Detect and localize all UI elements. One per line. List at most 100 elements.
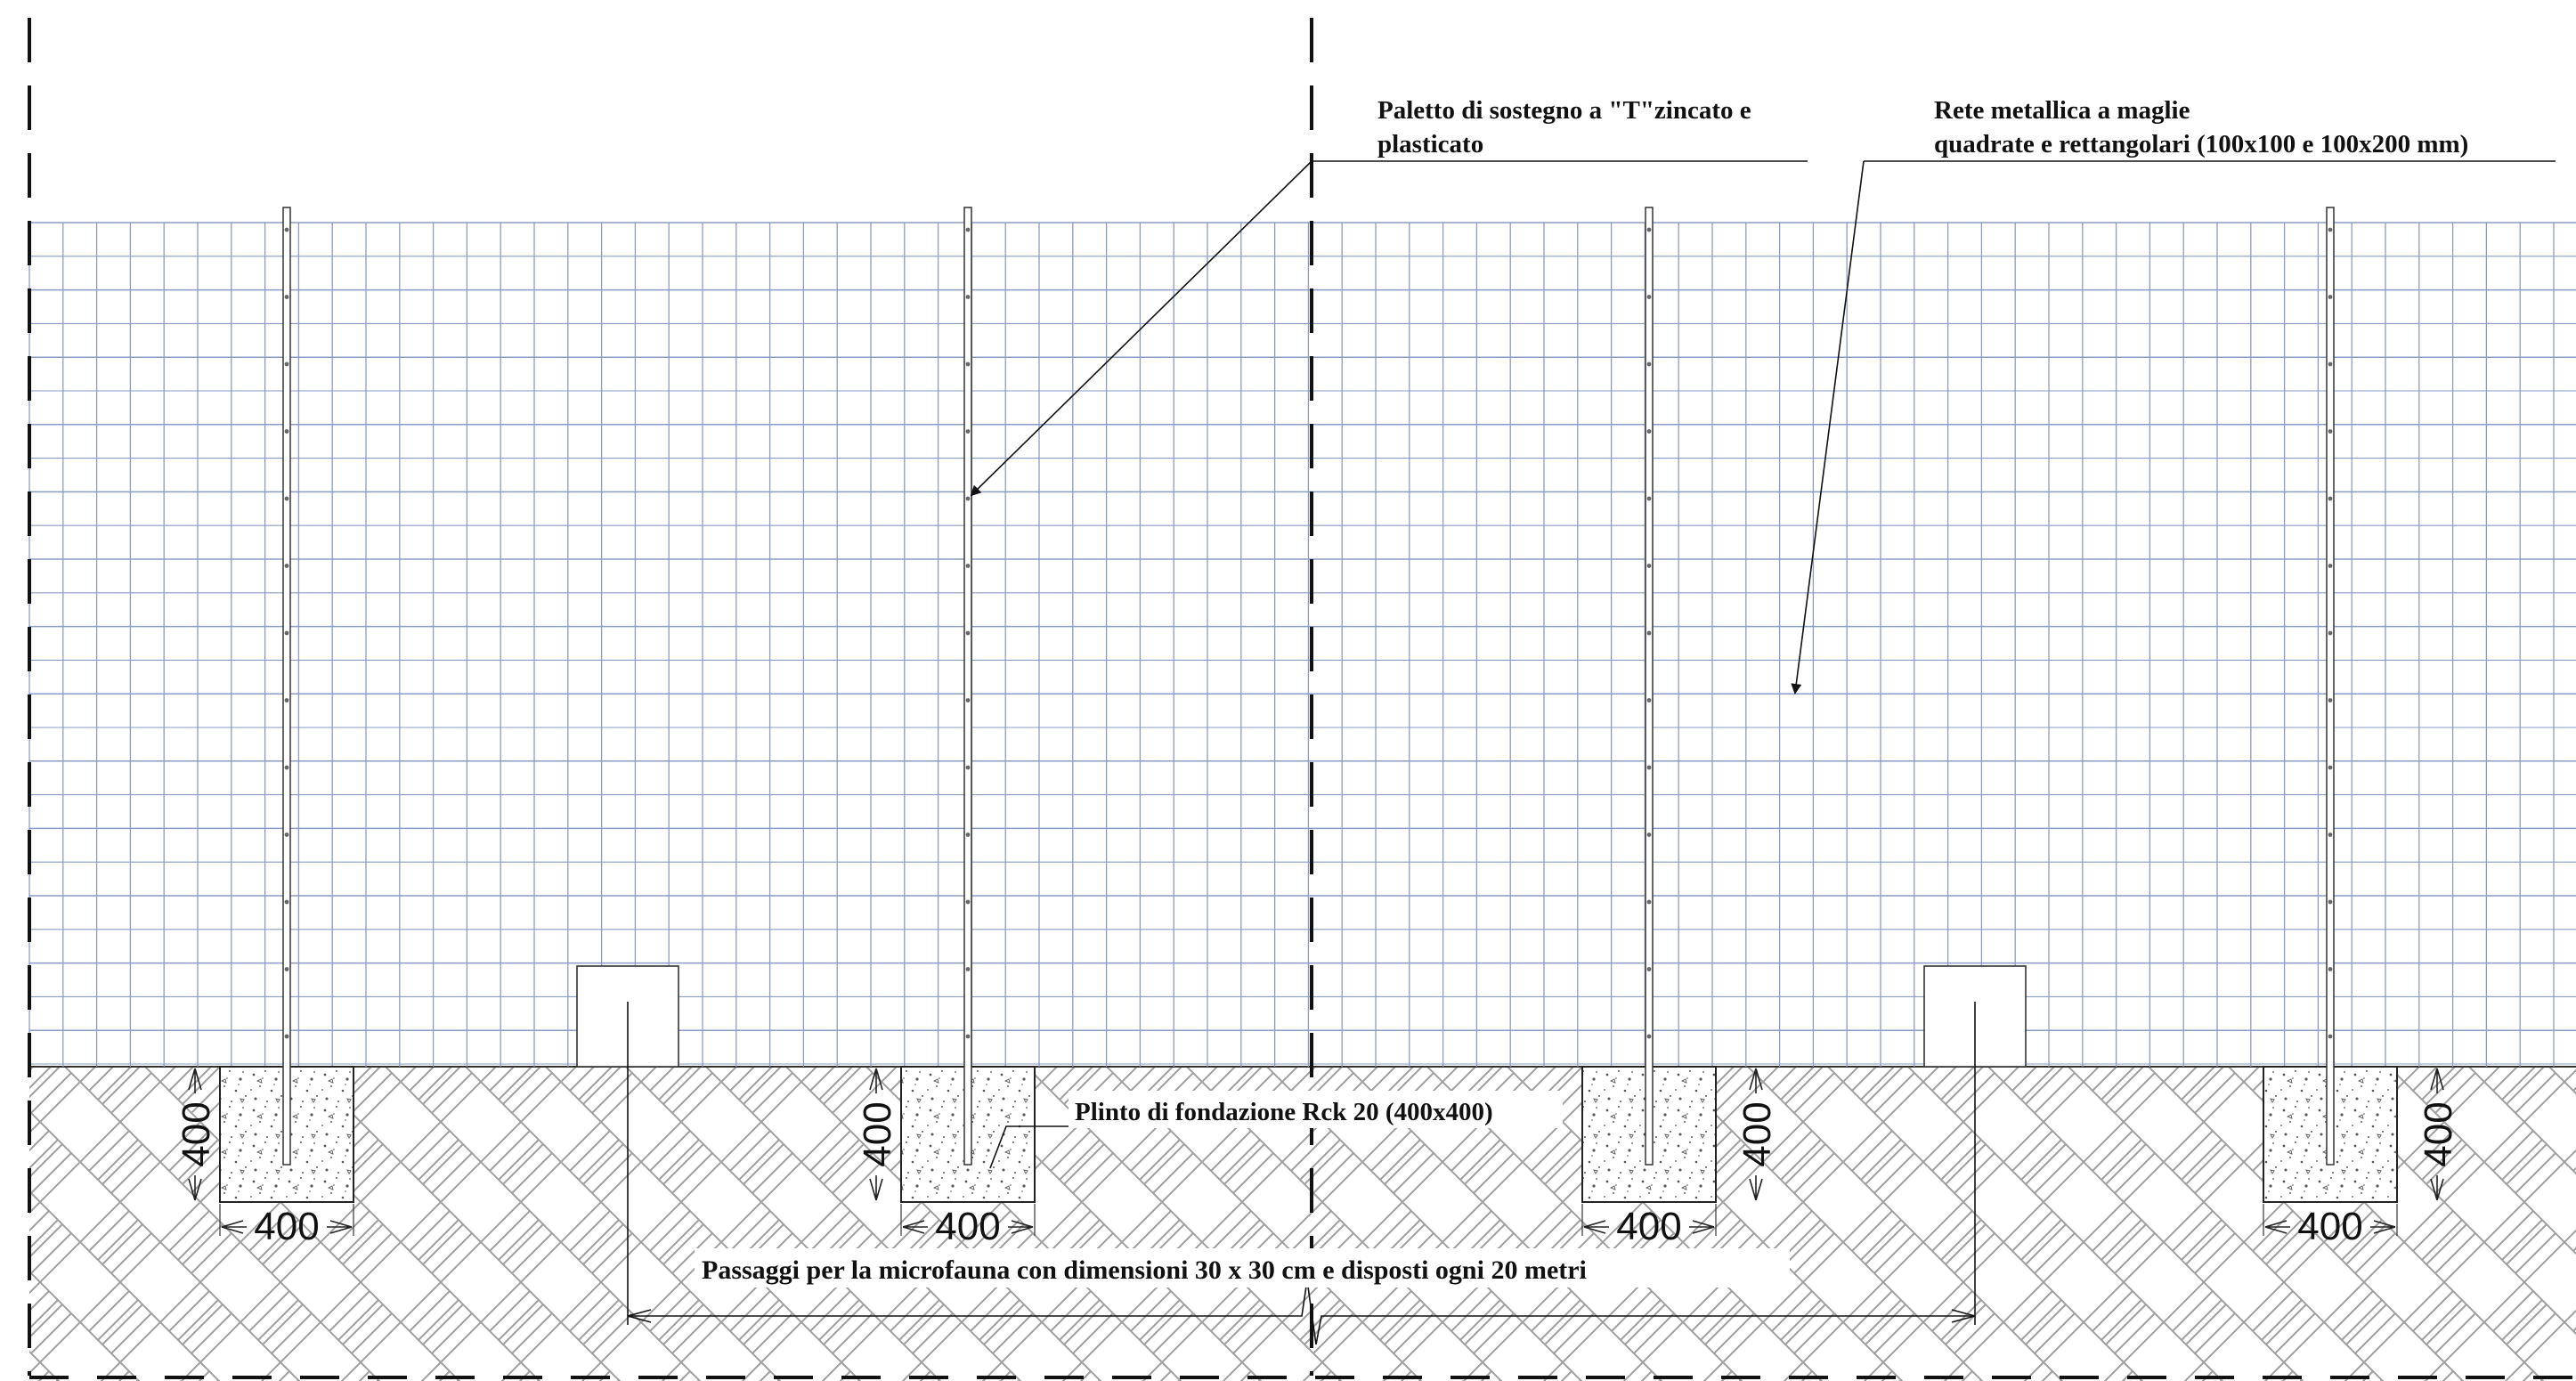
post-wire-clip — [965, 295, 971, 299]
dim-arrow-top — [1749, 1068, 1763, 1093]
post-leader-arrow — [970, 160, 1312, 497]
post-wire-clip — [284, 833, 289, 837]
post-wire-clip — [284, 899, 289, 905]
post-wire-clip — [1646, 361, 1652, 367]
post-wire-clip — [1646, 765, 1652, 770]
passages-label-bg — [695, 1248, 1790, 1288]
post-wire-clip — [1646, 429, 1652, 434]
dim-arrow-top — [2430, 1068, 2444, 1093]
post-wire-clip — [2328, 765, 2333, 770]
post-wire-clip — [284, 295, 289, 299]
post-wire-clip — [1646, 496, 1652, 501]
post-wire-clip — [965, 361, 971, 367]
post-wire-clip — [2328, 429, 2333, 434]
dim-arrow-top — [869, 1068, 883, 1093]
mesh-label-bg — [1928, 92, 2551, 159]
plinth-depth-dimension: 400 — [1735, 1101, 1779, 1166]
post-wire-clip — [1646, 295, 1652, 299]
dim-arrow-right — [2370, 1220, 2396, 1234]
post-wire-clip — [2328, 564, 2333, 568]
post-wire-clip — [965, 967, 971, 971]
dim-arrow-bottom — [1749, 1175, 1763, 1201]
dim-arrow-bottom — [869, 1175, 883, 1201]
post-wire-clip — [965, 630, 971, 636]
post-wire-clip — [2328, 295, 2333, 299]
post-label-line2: plasticato — [1377, 130, 1483, 158]
plinth-depth-dimension: 400 — [856, 1101, 899, 1166]
post-wire-clip — [2328, 833, 2333, 837]
microfauna-passages — [576, 965, 2027, 1068]
post-wire-clip — [965, 429, 971, 434]
passage-arrow-left — [627, 1309, 652, 1323]
post-wire-clip — [284, 765, 289, 770]
plinth-leader-line — [989, 1125, 1069, 1169]
plinth-width-dimension: 400 — [254, 1205, 319, 1248]
mesh-label-line1: Rete metallica a maglie — [1934, 96, 2190, 125]
labels: Paletto di sostegno a "T"zincato e plast… — [695, 92, 2551, 1288]
post-wire-clip — [284, 496, 289, 501]
post-wire-clip — [284, 698, 289, 703]
post-wire-clip — [2328, 496, 2333, 501]
post-wire-clip — [965, 227, 971, 232]
support-post — [1645, 207, 1654, 1166]
post-wire-clip — [2328, 630, 2333, 636]
passage-spacing-line — [628, 1279, 1975, 1345]
post-wire-clip — [965, 765, 971, 770]
post-label-bg — [1376, 92, 1825, 159]
post-wire-clip — [284, 227, 289, 232]
support-post — [963, 207, 972, 1166]
post-wire-clip — [284, 967, 289, 971]
plinth-width-dimension: 400 — [2297, 1205, 2362, 1248]
mesh-label-line2: quadrate e rettangolari (100x100 e 100x2… — [1934, 130, 2468, 158]
dim-arrow-right — [327, 1220, 353, 1234]
support-post — [282, 207, 291, 1166]
plinth-width-dimension: 400 — [935, 1205, 1000, 1248]
support-posts — [282, 207, 2335, 1166]
post-label-line1: Paletto di sostegno a "T"zincato e — [1377, 96, 1751, 125]
post-wire-clip — [965, 564, 971, 568]
dim-arrow-top — [188, 1068, 202, 1093]
section-dash-lines — [28, 18, 2572, 1379]
dim-arrow-bottom — [188, 1175, 202, 1201]
support-post — [2326, 207, 2335, 1166]
leader-lines — [627, 160, 2556, 1345]
post-wire-clip — [284, 564, 289, 568]
post-wire-clip — [284, 429, 289, 434]
post-wire-clip — [1646, 630, 1652, 636]
post-wire-clip — [1646, 698, 1652, 703]
post-wire-clip — [1646, 564, 1652, 568]
dim-arrow-left — [902, 1220, 928, 1234]
post-wire-clip — [284, 1034, 289, 1039]
post-wire-clip — [965, 698, 971, 703]
passages-label: Passaggi per la microfauna con dimension… — [702, 1255, 1587, 1285]
post-wire-clip — [965, 899, 971, 905]
dim-arrow-bottom — [2430, 1175, 2444, 1201]
passage-arrow-right — [1951, 1309, 1976, 1323]
post-wire-clip — [965, 833, 971, 837]
post-wire-clip — [2328, 1034, 2333, 1039]
plinth-label: Plinto di fondazione Rck 20 (400x400) — [1075, 1098, 1493, 1126]
post-wire-clip — [2328, 698, 2333, 703]
dim-arrow-right — [1689, 1220, 1715, 1234]
post-wire-clip — [1646, 1034, 1652, 1039]
plinth-width-dimension: 400 — [1616, 1205, 1681, 1248]
wire-mesh — [28, 222, 2576, 1067]
post-wire-clip — [965, 1034, 971, 1039]
dim-arrow-right — [1008, 1220, 1034, 1234]
plinth-depth-dimension: 400 — [2417, 1101, 2460, 1166]
post-wire-clip — [2328, 967, 2333, 971]
post-wire-clip — [284, 361, 289, 367]
post-wire-clip — [1646, 833, 1652, 837]
post-wire-clip — [2328, 227, 2333, 232]
dim-arrow-left — [1583, 1220, 1609, 1234]
plinth-label-bg — [1069, 1091, 1563, 1128]
dimension-annotations: 400 400 400 400 400 400 400 400 — [175, 1068, 2460, 1248]
post-wire-clip — [2328, 899, 2333, 905]
post-wire-clip — [965, 496, 971, 501]
mesh-leader-arrow — [1791, 160, 1865, 695]
post-wire-clip — [1646, 227, 1652, 232]
post-wire-clip — [2328, 361, 2333, 367]
dim-arrow-left — [2264, 1220, 2290, 1234]
post-wire-clip — [1646, 967, 1652, 971]
